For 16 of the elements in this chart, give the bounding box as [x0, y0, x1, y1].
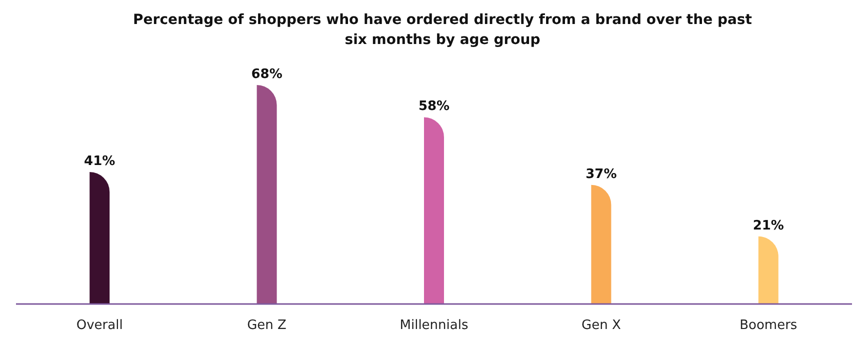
- chart-title: Percentage of shoppers who have ordered directly from a brand over the past six months by age group: [133, 12, 752, 48]
- x-tick-label: Boomers: [740, 318, 798, 333]
- data-label: 37%: [586, 166, 617, 182]
- x-tick-label: Millennials: [400, 318, 468, 333]
- data-label: 21%: [752, 218, 784, 234]
- data-label: 58%: [418, 99, 450, 114]
- x-tick-label: Gen Z: [247, 318, 287, 333]
- data-label: 68%: [251, 67, 282, 82]
- data-label: 41%: [84, 154, 116, 169]
- bar: [758, 236, 778, 304]
- bar: [90, 172, 110, 304]
- bar: [256, 85, 277, 304]
- x-tick-label: Gen X: [582, 318, 621, 333]
- bar: [424, 117, 444, 304]
- bar: [591, 184, 612, 304]
- x-tick-label: Overall: [76, 318, 123, 333]
